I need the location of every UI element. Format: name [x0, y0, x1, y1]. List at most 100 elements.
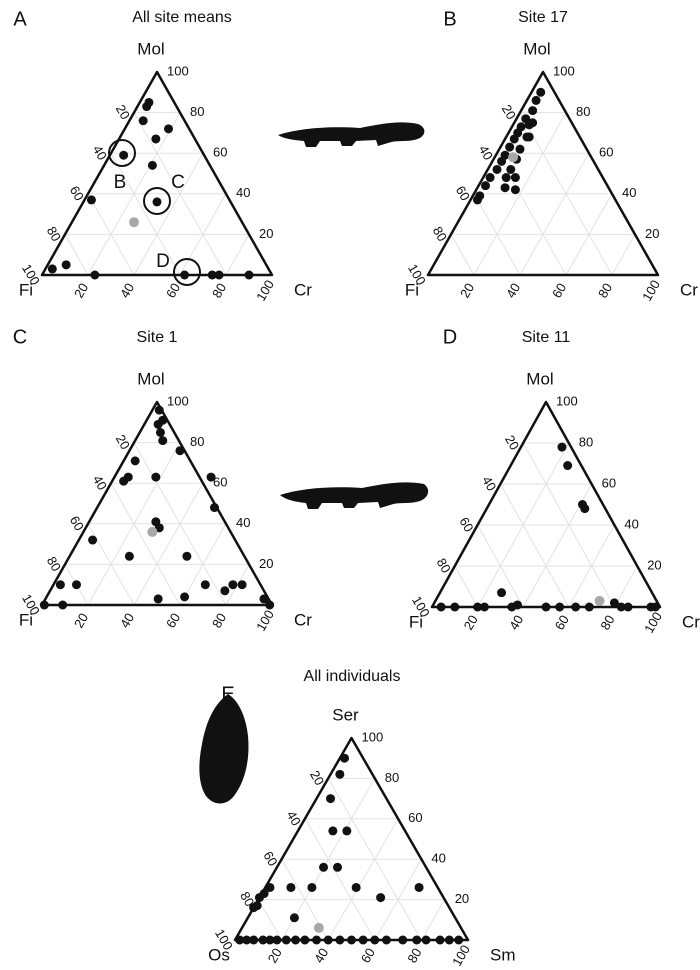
data-point [259, 594, 269, 604]
data-point [421, 935, 431, 945]
annotation-circle [143, 187, 171, 215]
top-axis-tick-label: 60 [213, 145, 227, 160]
grid-line [133, 482, 204, 606]
bottom-axis-tick-label: 100 [639, 277, 663, 303]
grid-line [110, 482, 181, 606]
top-axis-tick-label: 20 [455, 891, 469, 906]
grid-line [374, 858, 422, 941]
data-point [376, 893, 386, 903]
top-axis-tick-label: 20 [647, 557, 661, 572]
data-point [351, 882, 361, 892]
bottom-axis-tick-label: 20 [265, 945, 285, 965]
data-point [505, 142, 515, 152]
left-axis-tick-label: 40 [90, 143, 110, 163]
data-point [528, 118, 538, 128]
data-point [180, 592, 190, 602]
bottom-axis-tick-label: 40 [117, 280, 137, 300]
data-point [323, 935, 333, 945]
top-vertex-label: Ser [332, 705, 359, 724]
grid-line [179, 523, 227, 606]
grid-line [450, 234, 475, 276]
bottom-axis-tick-label: 40 [311, 945, 331, 965]
data-point [312, 935, 322, 945]
left-vertex-label: Fi [19, 610, 33, 629]
data-point [557, 442, 567, 452]
grid-line [454, 565, 479, 608]
grid-line [110, 152, 181, 276]
data-point [58, 600, 68, 610]
data-point [510, 173, 520, 183]
left-axis-tick-label: 80 [44, 554, 64, 574]
data-point [138, 116, 148, 126]
left-axis-tick-label: 80 [434, 555, 454, 575]
data-point [479, 602, 489, 612]
data-point [119, 150, 129, 160]
top-axis-tick-label: 40 [622, 185, 636, 200]
data-point [650, 602, 660, 612]
top-axis-tick-label: 60 [213, 475, 227, 490]
data-point [454, 935, 464, 945]
data-point [182, 551, 192, 561]
seed-icon [199, 694, 249, 804]
data-point [358, 935, 368, 945]
data-point [509, 134, 519, 144]
right-vertex-label: Cr [680, 280, 698, 299]
left-vertex-label: Fi [405, 280, 419, 299]
grid-line [304, 818, 376, 941]
panel-letter: B [443, 8, 456, 30]
data-point [180, 270, 190, 280]
data-point [39, 600, 49, 610]
grid-line [257, 899, 283, 941]
top-axis-tick-label: 80 [576, 104, 590, 119]
data-point [414, 882, 424, 892]
panel-letter: A [13, 8, 27, 30]
data-point [272, 935, 282, 945]
bottom-axis-tick-label: 60 [358, 945, 378, 965]
data-point [335, 769, 345, 779]
left-axis-tick-label: 20 [113, 432, 133, 452]
left-axis-tick-label: 60 [453, 183, 473, 203]
top-vertex-label: Mol [137, 39, 164, 58]
bottom-axis-tick-label: 40 [506, 612, 526, 632]
data-point [381, 935, 391, 945]
data-point [536, 87, 546, 97]
bottom-axis-tick-label: 60 [163, 610, 183, 630]
data-point [289, 913, 299, 923]
data-point [152, 197, 162, 207]
data-point [90, 270, 100, 280]
data-point [450, 602, 460, 612]
data-point [444, 935, 454, 945]
data-point [333, 862, 343, 872]
data-point [319, 862, 329, 872]
top-axis-tick-label: 40 [624, 516, 638, 531]
bottom-axis-tick-label: 100 [253, 607, 277, 633]
data-point [142, 102, 152, 112]
data-point [254, 893, 264, 903]
data-point [130, 456, 140, 466]
data-point [506, 164, 516, 174]
data-point [210, 503, 219, 513]
data-point [412, 935, 422, 945]
annotation-circle [173, 258, 201, 286]
data-point [237, 580, 247, 590]
top-axis-tick-label: 80 [385, 770, 399, 785]
data-point [158, 436, 168, 446]
grid-line [327, 818, 399, 941]
data-point [571, 602, 581, 612]
data-point [300, 935, 310, 945]
panel-letter: E [221, 683, 234, 705]
right-vertex-label: Cr [294, 610, 312, 629]
data-point [207, 270, 217, 280]
bottom-axis-tick-label: 40 [117, 610, 137, 630]
grid-line [613, 565, 638, 608]
data-point [370, 935, 380, 945]
data-point [609, 598, 619, 608]
data-point [291, 935, 301, 945]
annotation-label: B [114, 172, 127, 193]
data-point [347, 935, 356, 945]
left-axis-tick-label: 20 [502, 432, 522, 452]
left-axis-tick-label: 60 [67, 513, 87, 533]
crocodile-icon [278, 122, 425, 147]
